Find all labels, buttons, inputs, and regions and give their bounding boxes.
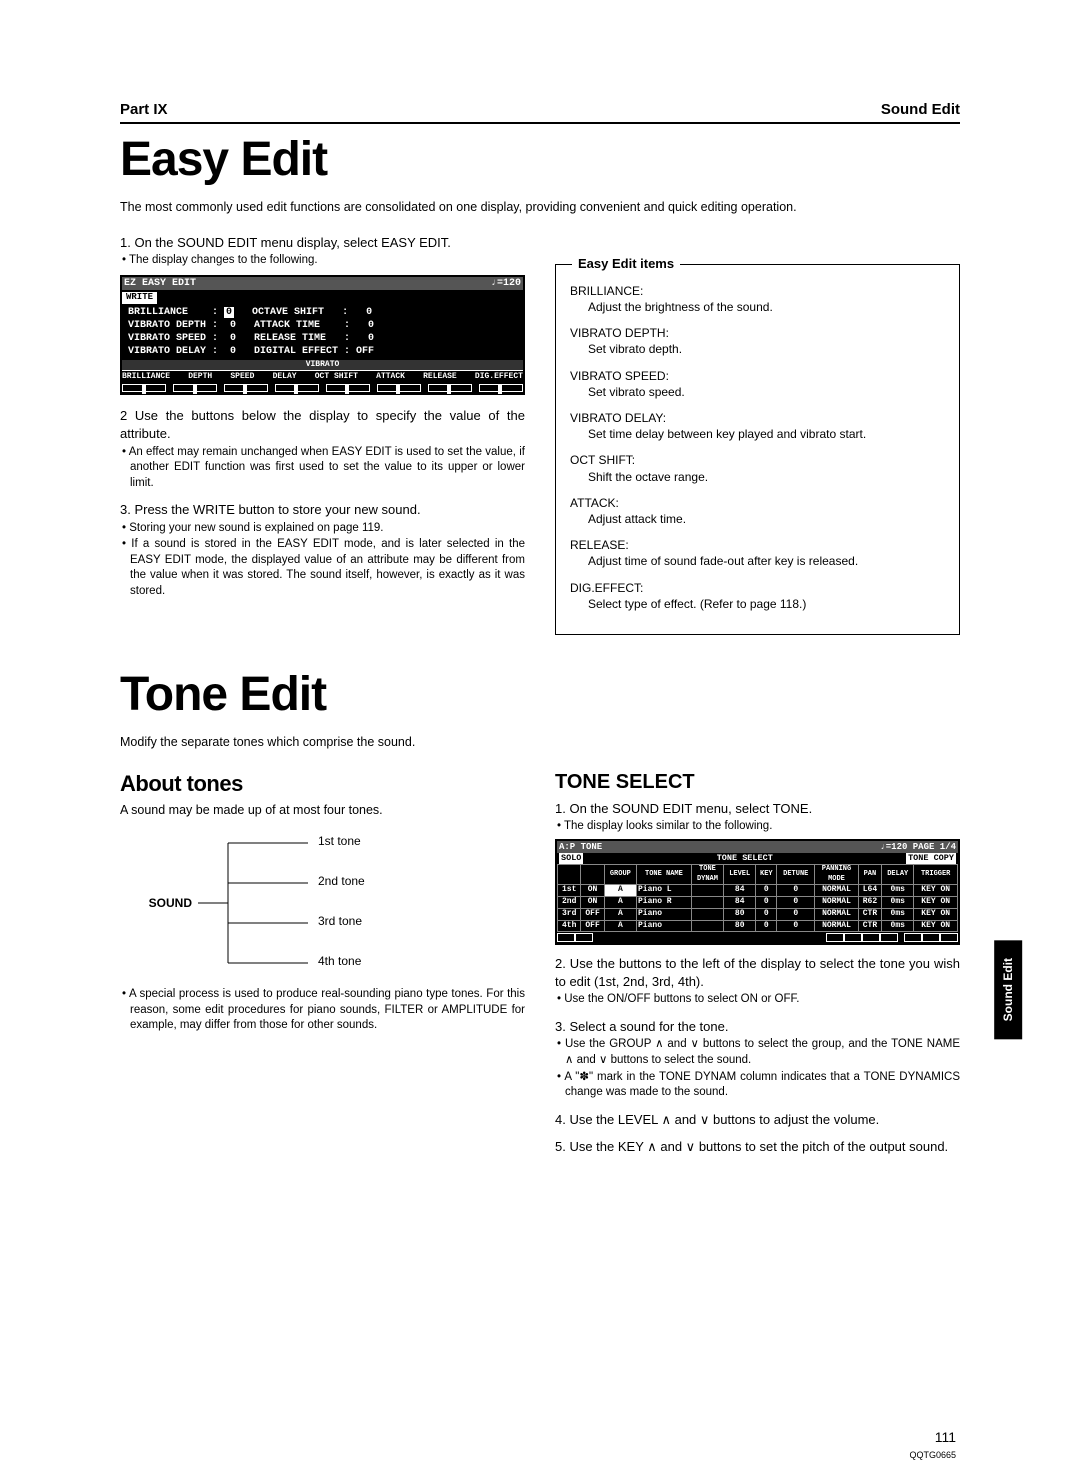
slider-icon (326, 384, 370, 392)
step-2: 2 Use the buttons below the display to s… (120, 407, 525, 491)
easy-edit-columns: 1. On the SOUND EDIT menu display, selec… (120, 234, 960, 635)
slider-icon (428, 384, 472, 392)
item: VIBRATO DELAY:Set time delay between key… (570, 410, 945, 442)
lcd-button-icon (826, 933, 844, 942)
easy-edit-lcd: EZ EASY EDIT ♩=120 WRITE BRILLIANCE : 0 … (120, 275, 525, 395)
item: RELEASE:Adjust time of sound fade-out af… (570, 537, 945, 569)
step-3: 3. Press the WRITE button to store your … (120, 501, 525, 599)
part-label: Part IX (120, 100, 168, 120)
slider-icon (275, 384, 319, 392)
lcd-button-icon (575, 933, 593, 942)
lcd-button-icon (862, 933, 880, 942)
tone-edit-columns: About tones A sound may be made up of at… (120, 769, 960, 1166)
tone-edit-intro: Modify the separate tones which comprise… (120, 734, 960, 751)
tone-select-steps: 1. On the SOUND EDIT menu, select TONE. … (555, 800, 960, 1156)
item: ATTACK:Adjust attack time. (570, 495, 945, 527)
lcd-button-icon (557, 933, 575, 942)
tone-select-heading: TONE SELECT (555, 769, 960, 796)
ref-code: QQTG0665 (909, 1449, 956, 1461)
tone-step-5: 5. Use the KEY ∧ and ∨ buttons to set th… (555, 1138, 960, 1156)
about-tones-heading: About tones (120, 769, 525, 799)
slider-icon (224, 384, 268, 392)
lcd-button-icon (904, 933, 922, 942)
tone-step-1: 1. On the SOUND EDIT menu, select TONE. … (555, 800, 960, 946)
items-legend: Easy Edit items (572, 255, 680, 273)
item: BRILLIANCE:Adjust the brightness of the … (570, 283, 945, 315)
page-number: 111 (935, 1428, 956, 1447)
item: VIBRATO SPEED:Set vibrato speed. (570, 368, 945, 400)
side-tab: Sound Edit (994, 940, 1022, 1039)
section-label: Sound Edit (881, 100, 960, 120)
slider-icon (122, 384, 166, 392)
tone-step-2: 2. Use the buttons to the left of the di… (555, 955, 960, 1008)
lcd-button-icon (844, 933, 862, 942)
tone-tree-diagram: SOUND 1st tone 2nd tone 3rd tone 4th ton… (130, 833, 525, 973)
tree-lines-icon (198, 833, 318, 973)
about-tones-note: A special process is used to produce rea… (120, 987, 525, 1034)
item: VIBRATO DEPTH:Set vibrato depth. (570, 325, 945, 357)
tone-edit-title: Tone Edit (120, 663, 960, 728)
tone-table: GROUPTONE NAMETONEDYNAMLEVELKEYDETUNEPAN… (557, 864, 958, 932)
about-tones-sub: A sound may be made up of at most four t… (120, 802, 525, 819)
lcd-button-icon (880, 933, 898, 942)
step-1: 1. On the SOUND EDIT menu display, selec… (120, 234, 525, 396)
item: DIG.EFFECT:Select type of effect. (Refer… (570, 580, 945, 612)
tone-select-lcd: A:P TONE♩=120 PAGE 1/4 SOLO TONE SELECT … (555, 839, 960, 946)
item: OCT SHIFT:Shift the octave range. (570, 452, 945, 484)
slider-icon (479, 384, 523, 392)
slider-icon (377, 384, 421, 392)
easy-edit-steps: 1. On the SOUND EDIT menu display, selec… (120, 234, 525, 599)
easy-edit-intro: The most commonly used edit functions ar… (120, 199, 960, 216)
slider-icon (173, 384, 217, 392)
lcd-button-icon (940, 933, 958, 942)
easy-edit-title: Easy Edit (120, 128, 960, 193)
tone-step-4: 4. Use the LEVEL ∧ and ∨ buttons to adju… (555, 1111, 960, 1129)
tone-step-3: 3. Select a sound for the tone. Use the … (555, 1018, 960, 1101)
easy-edit-items-box: Easy Edit items BRILLIANCE:Adjust the br… (555, 264, 960, 635)
page-header: Part IX Sound Edit (120, 100, 960, 124)
lcd-button-icon (922, 933, 940, 942)
